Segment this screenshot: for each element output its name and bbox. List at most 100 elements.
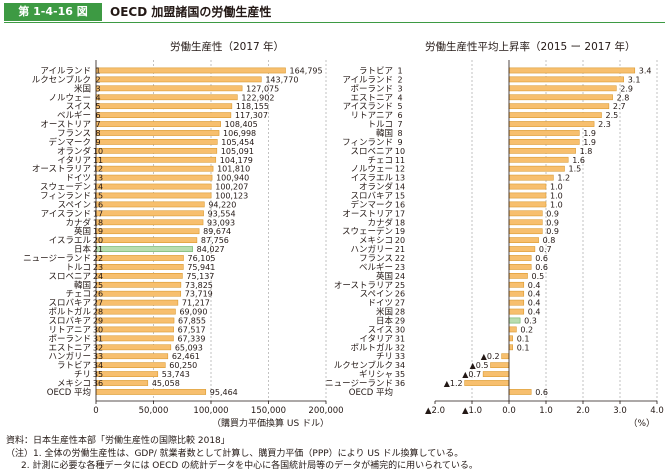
growth-value-label: 0.2 xyxy=(520,325,533,334)
productivity-rank-label: 14 xyxy=(93,183,103,192)
productivity-bar xyxy=(95,121,221,127)
productivity-bar xyxy=(95,317,175,324)
productivity-category-label: トルコ xyxy=(66,263,91,273)
productivity-bar xyxy=(95,389,207,395)
growth-category-label: イタリア xyxy=(359,334,393,344)
productivity-x-axis-label: （購買力平価換算 US ドル） xyxy=(212,417,329,429)
growth-rank-label: 23 xyxy=(395,263,405,272)
growth-x-tick-label: 0.0 xyxy=(502,406,516,416)
productivity-bar xyxy=(95,139,218,145)
productivity-category-label: ルクセンブルク xyxy=(32,74,91,85)
growth-bar xyxy=(490,362,510,369)
productivity-bar xyxy=(95,210,204,217)
productivity-rank-label: 32 xyxy=(93,343,103,352)
productivity-value-label: 69,090 xyxy=(179,308,207,317)
productivity-category-label: スウェーデン xyxy=(40,182,91,193)
growth-rank-label: 7 xyxy=(397,120,402,129)
growth-x-tick-label: 4.0 xyxy=(650,406,664,416)
growth-value-label: 0.6 xyxy=(535,254,548,263)
productivity-rank-label: 22 xyxy=(93,254,103,263)
growth-rank-label: 19 xyxy=(395,227,405,236)
growth-bar xyxy=(501,353,510,360)
growth-rank-label: 5 xyxy=(397,102,402,111)
figure-number-badge: 第 1-4-16 図 xyxy=(4,3,102,21)
growth-bar xyxy=(508,255,532,261)
productivity-rank-label: 33 xyxy=(93,352,103,361)
productivity-category-label: OECD 平均 xyxy=(47,387,91,398)
growth-category-label: OECD 平均 xyxy=(349,387,393,398)
growth-rank-label: 4 xyxy=(397,93,402,102)
productivity-value-label: 94,220 xyxy=(208,200,236,209)
growth-value-label: 0.4 xyxy=(528,290,541,299)
growth-bar xyxy=(508,121,595,127)
productivity-value-label: 73,825 xyxy=(185,281,213,290)
productivity-rank-label: 17 xyxy=(93,209,103,218)
growth-rank-label: 17 xyxy=(395,209,405,218)
productivity-rank-label: 19 xyxy=(93,227,103,236)
productivity-category-label: スロベニア xyxy=(48,272,91,282)
growth-value-label: 0.9 xyxy=(546,227,559,236)
productivity-bar xyxy=(95,76,262,83)
productivity-category-label: 日本 xyxy=(74,244,92,255)
productivity-rank-label: 1 xyxy=(95,66,100,75)
productivity-bar xyxy=(95,362,166,369)
productivity-category-label: チェコ xyxy=(65,290,91,300)
growth-value-label: 3.4 xyxy=(639,66,652,75)
growth-rank-label: 2 xyxy=(397,75,402,84)
growth-bar xyxy=(508,308,525,315)
productivity-rank-label: 8 xyxy=(95,129,100,138)
productivity-value-label: 100,207 xyxy=(215,183,248,192)
productivity-category-label: ハンガリー xyxy=(48,351,91,362)
growth-bar xyxy=(508,130,580,136)
productivity-bar xyxy=(95,371,159,377)
growth-value-label: 0.1 xyxy=(517,334,530,343)
productivity-x-tick-label: 150,000 xyxy=(251,406,286,416)
productivity-rank-label: 9 xyxy=(95,138,100,147)
productivity-rank-label: 25 xyxy=(93,281,103,290)
productivity-rank-label: 16 xyxy=(93,200,103,209)
productivity-rank-label: 11 xyxy=(93,156,103,165)
growth-value-label: 1.9 xyxy=(583,129,596,138)
note-source: 資料：日本生産性本部「労働生産性の国際比較 2018」 xyxy=(6,436,230,446)
productivity-category-label: オーストリア xyxy=(40,120,91,130)
growth-value-label: 0.4 xyxy=(528,281,541,290)
productivity-bar xyxy=(95,85,243,92)
productivity-category-label: メキシコ xyxy=(57,379,91,389)
productivity-category-label: ドイツ xyxy=(65,174,91,184)
growth-bar xyxy=(508,335,513,342)
productivity-value-label: 65,093 xyxy=(175,343,203,352)
productivity-category-label: ラトビア xyxy=(57,361,91,371)
growth-value-label: 2.3 xyxy=(598,120,611,129)
productivity-rank-label: 31 xyxy=(93,334,103,343)
growth-value-label: 1.2 xyxy=(557,174,570,183)
growth-value-label: 1.0 xyxy=(550,191,563,200)
productivity-rank-label: 27 xyxy=(93,299,103,308)
growth-category-label: ポルトガル xyxy=(350,342,393,353)
productivity-value-label: 105,091 xyxy=(221,147,254,156)
growth-bar xyxy=(508,183,547,190)
growth-category-label: 日本 xyxy=(376,316,394,327)
growth-value-label: 2.7 xyxy=(613,102,626,111)
productivity-category-label: オーストラリア xyxy=(32,165,91,175)
growth-x-tick-label: ▲2.0 xyxy=(425,406,445,416)
growth-rank-label: 11 xyxy=(395,156,405,165)
growth-value-label: 1.6 xyxy=(572,156,585,165)
growth-category-label: カナダ xyxy=(367,217,393,228)
productivity-x-tick-label: 50,000 xyxy=(139,406,169,416)
productivity-category-label: デンマーク xyxy=(48,137,91,148)
productivity-value-label: 93,554 xyxy=(208,209,236,218)
growth-category-label: スイス xyxy=(368,325,393,335)
growth-category-label: スウェーデン xyxy=(342,226,393,237)
growth-bar xyxy=(508,228,543,235)
productivity-value-label: 62,461 xyxy=(172,352,200,361)
growth-rank-label: 27 xyxy=(395,299,405,308)
productivity-value-label: 71,217 xyxy=(182,299,210,308)
productivity-rank-label: 4 xyxy=(95,93,100,102)
growth-bar xyxy=(508,281,525,288)
growth-chart-title: 労働生産性平均上昇率（2015 ー 2017 年） xyxy=(425,40,635,53)
productivity-value-label: 53,743 xyxy=(162,370,190,379)
productivity-bar xyxy=(95,183,212,190)
productivity-bar xyxy=(95,335,174,342)
growth-category-label: アイルランド xyxy=(342,75,393,85)
productivity-bar xyxy=(95,237,198,243)
